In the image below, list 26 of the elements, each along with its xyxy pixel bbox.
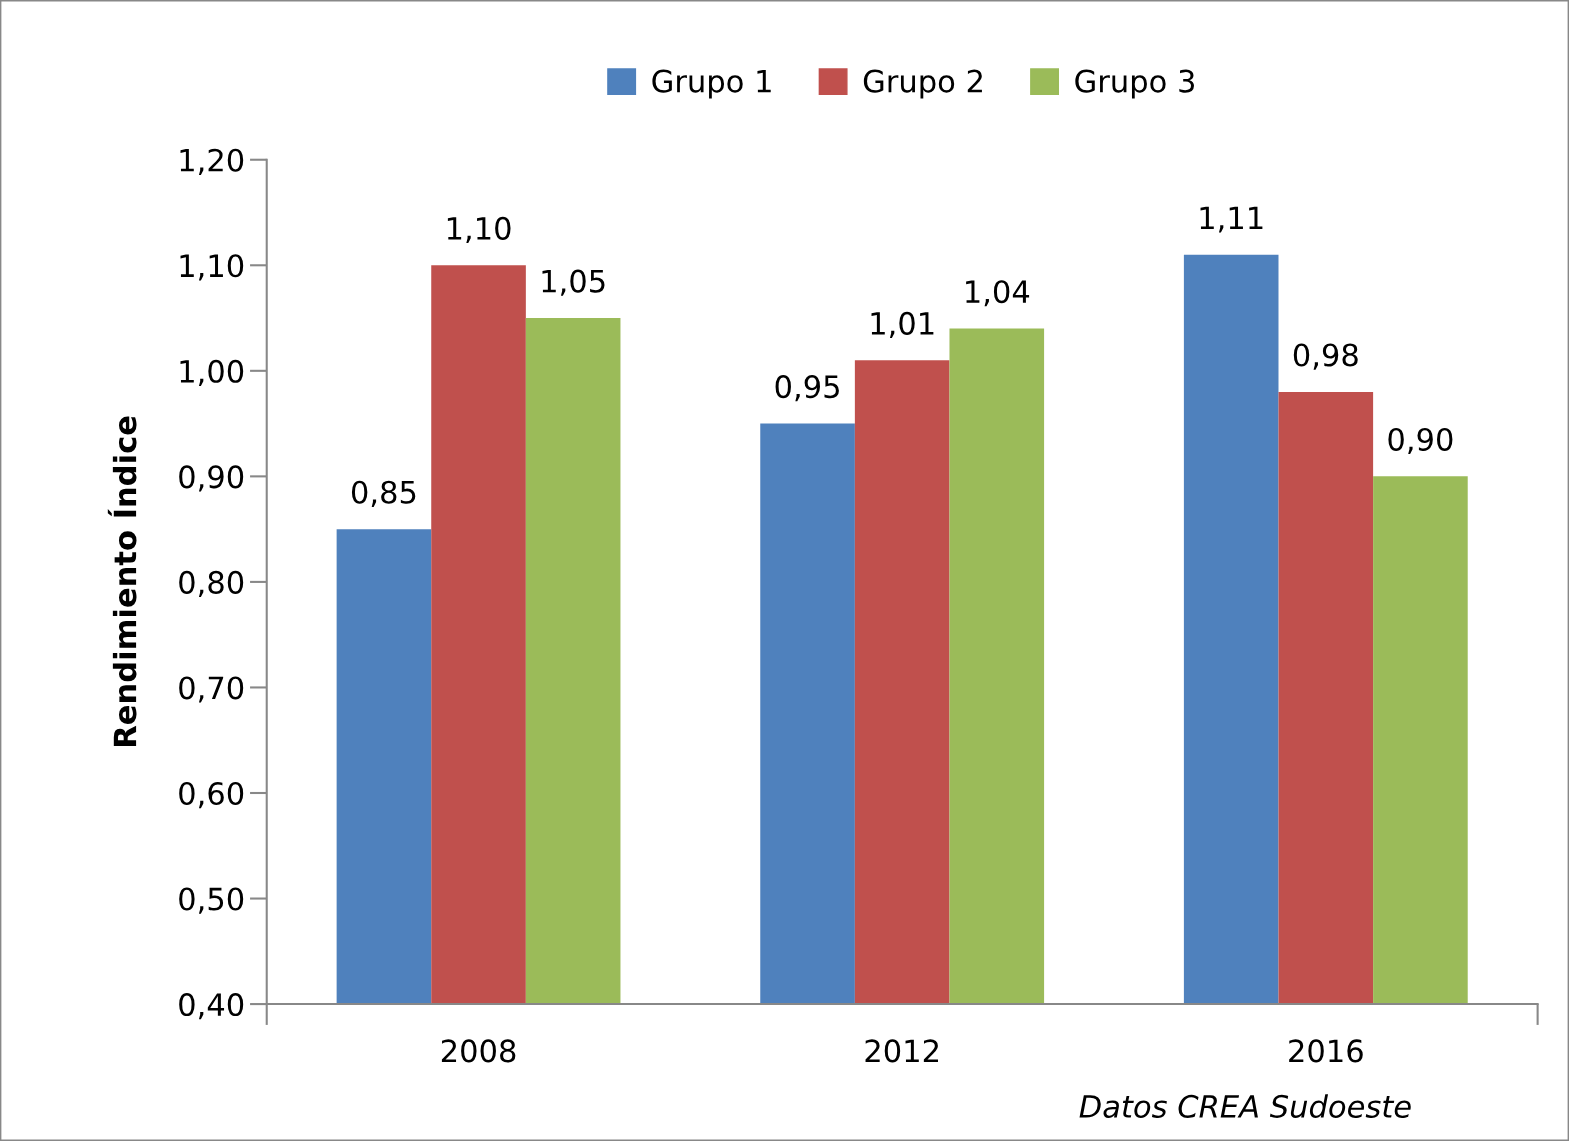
data-label: 0,85	[351, 480, 416, 507]
data-label: 1,10	[447, 216, 511, 244]
x-tick-label: 2016	[1289, 1039, 1363, 1063]
y-tick-label: 1,00	[180, 359, 244, 386]
data-label: 0,90	[1388, 427, 1453, 455]
data-label: 0,95	[775, 375, 839, 402]
data-label: 1,11	[1200, 206, 1263, 233]
legend-label: Grupo 2	[863, 69, 982, 99]
x-tick-label: 2008	[441, 1039, 516, 1063]
y-tick-label: 0,70	[179, 676, 244, 703]
text: Datos CREA Sudoeste	[1079, 1094, 1411, 1118]
y-tick-label: 0,80	[179, 570, 244, 598]
y-tick-label: 0,50	[179, 887, 244, 914]
legend-label: Grupo 1	[652, 69, 771, 99]
data-label: 1,04	[966, 280, 1030, 307]
legend-label: Grupo 3	[1075, 69, 1194, 99]
x-tick-label: 2012	[865, 1039, 938, 1063]
data-label: 1,01	[871, 311, 934, 339]
y-tick-label: 0,90	[179, 465, 244, 492]
y-tick-label: 0,60	[179, 781, 244, 809]
y-tick-label: 0,40	[179, 993, 244, 1020]
y-tick-label: 1,20	[180, 148, 244, 175]
y-tick-label: 1,10	[180, 254, 244, 281]
data-label: 0,98	[1293, 343, 1358, 370]
y-axis-title: Rendimiento Índice	[107, 416, 137, 746]
data-label: 1,05	[542, 269, 605, 296]
